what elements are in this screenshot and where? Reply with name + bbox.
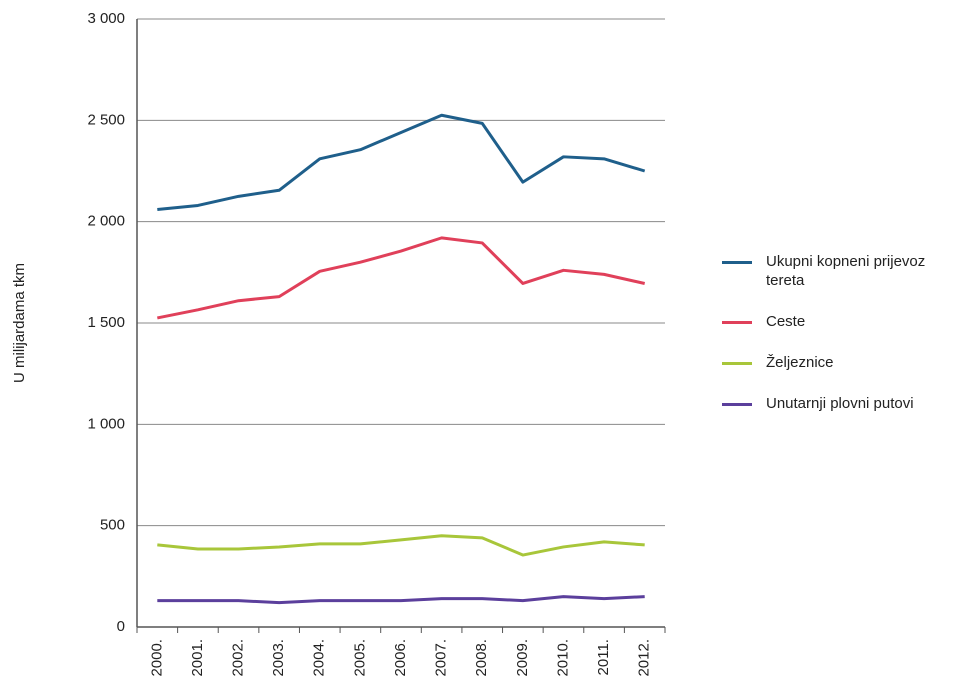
y-tick-label: 1 500 [87,314,125,331]
legend-swatch [722,261,752,264]
x-tick-label: 2009. [514,639,531,677]
y-tick-label: 3 000 [87,10,125,27]
y-tick-label: 1 000 [87,415,125,432]
y-tick-label: 2 500 [87,111,125,128]
y-tick-label: 500 [100,517,125,534]
legend: Ukupni kopneni prijevoz tereta Ceste Želje… [722,252,972,435]
x-tick-label: 2002. [230,639,247,677]
legend-item: Unutarnji plovni putovi [722,394,972,413]
y-axis-label: U milijardama tkm [11,263,28,383]
x-tick-label: 2007. [433,639,450,677]
x-tick-label: 2000. [148,639,165,677]
y-tick-label: 2 000 [87,213,125,230]
x-tick-label: 2004. [311,639,328,677]
x-tick-label: 2011. [595,639,612,675]
legend-item: Ceste [722,312,972,331]
series-line [157,595,645,605]
legend-item: Ukupni kopneni prijevoz tereta [722,252,972,290]
series-line [157,113,646,211]
legend-label: Unutarnji plovni putovi [766,395,914,412]
legend-label: Željeznice [766,354,834,371]
x-tick-label: 2003. [270,639,287,677]
x-tick-label: 2006. [392,639,409,677]
x-tick-label: 2012. [636,639,653,677]
x-tick-label: 2008. [473,639,490,677]
x-tick-label: 2001. [189,639,206,677]
series-line [157,236,646,320]
x-tick-label: 2005. [351,639,368,677]
legend-label: Ukupni kopneni prijevoz tereta [766,253,926,289]
x-tick-label: 2010. [554,639,571,677]
legend-swatch [722,362,752,365]
legend-item: Željeznice [722,353,972,372]
legend-label: Ceste [766,313,806,330]
legend-swatch [722,403,752,406]
y-tick-label: 0 [117,618,125,635]
series-line [157,534,645,557]
legend-swatch [722,321,752,324]
